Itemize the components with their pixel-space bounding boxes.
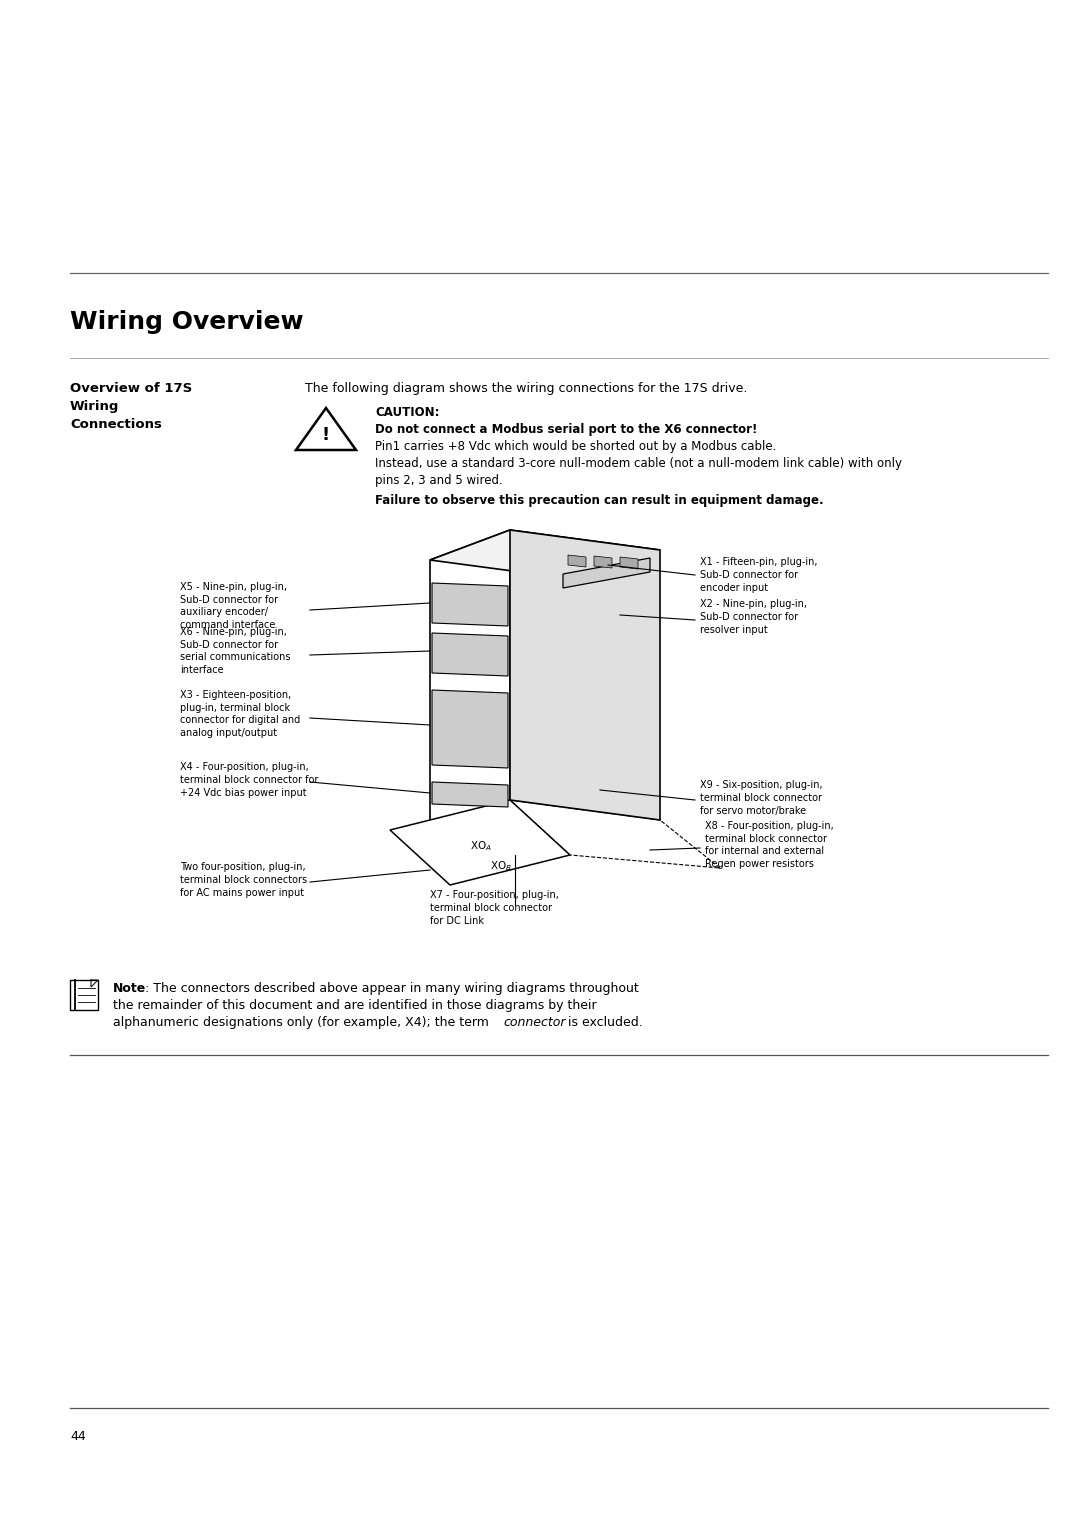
Text: 44: 44 (70, 1430, 85, 1442)
Text: X1 - Fifteen-pin, plug-in,
Sub-D connector for
encoder input: X1 - Fifteen-pin, plug-in, Sub-D connect… (700, 558, 818, 593)
Polygon shape (620, 558, 638, 568)
Text: XO$_B$: XO$_B$ (490, 859, 512, 872)
Text: X5 - Nine-pin, plug-in,
Sub-D connector for
auxiliary encoder/
command interface: X5 - Nine-pin, plug-in, Sub-D connector … (180, 582, 287, 630)
Polygon shape (432, 584, 508, 626)
Text: Wiring Overview: Wiring Overview (70, 310, 303, 335)
Text: XO$_A$: XO$_A$ (470, 839, 491, 853)
Polygon shape (432, 782, 508, 807)
Text: Do not connect a Modbus serial port to the X6 connector!: Do not connect a Modbus serial port to t… (375, 423, 757, 435)
Text: Instead, use a standard 3-core null-modem cable (not a null-modem link cable) wi: Instead, use a standard 3-core null-mode… (375, 457, 902, 471)
Text: Wiring: Wiring (70, 400, 120, 413)
Text: pins 2, 3 and 5 wired.: pins 2, 3 and 5 wired. (375, 474, 503, 487)
Text: X7 - Four-position, plug-in,
terminal block connector
for DC Link: X7 - Four-position, plug-in, terminal bl… (430, 891, 558, 926)
Polygon shape (568, 555, 586, 567)
Text: X2 - Nine-pin, plug-in,
Sub-D connector for
resolver input: X2 - Nine-pin, plug-in, Sub-D connector … (700, 599, 807, 634)
Text: Failure to observe this precaution can result in equipment damage.: Failure to observe this precaution can r… (375, 495, 824, 507)
Text: Overview of 17S: Overview of 17S (70, 382, 192, 396)
Text: X8 - Four-position, plug-in,
terminal block connector
for internal and external
: X8 - Four-position, plug-in, terminal bl… (705, 821, 834, 869)
Polygon shape (432, 633, 508, 675)
Bar (70, 979, 98, 1010)
Polygon shape (430, 530, 510, 830)
Polygon shape (432, 691, 508, 769)
Text: The following diagram shows the wiring connections for the 17S drive.: The following diagram shows the wiring c… (305, 382, 747, 396)
Text: Pin1 carries +8 Vdc which would be shorted out by a Modbus cable.: Pin1 carries +8 Vdc which would be short… (375, 440, 777, 452)
Polygon shape (510, 530, 660, 821)
Text: X9 - Six-position, plug-in,
terminal block connector
for servo motor/brake: X9 - Six-position, plug-in, terminal blo… (700, 781, 823, 816)
Text: connector: connector (503, 1016, 566, 1028)
Text: Two four-position, plug-in,
terminal block connectors
for AC mains power input: Two four-position, plug-in, terminal blo… (180, 862, 307, 898)
Text: CAUTION:: CAUTION: (375, 406, 440, 419)
Text: X3 - Eighteen-position,
plug-in, terminal block
connector for digital and
analog: X3 - Eighteen-position, plug-in, termina… (180, 689, 300, 738)
Text: the remainder of this document and are identified in those diagrams by their: the remainder of this document and are i… (113, 999, 596, 1012)
Polygon shape (563, 558, 650, 588)
Polygon shape (430, 530, 660, 581)
Text: : The connectors described above appear in many wiring diagrams throughout: : The connectors described above appear … (145, 983, 638, 995)
Text: X4 - Four-position, plug-in,
terminal block connector for
+24 Vdc bias power inp: X4 - Four-position, plug-in, terminal bl… (180, 762, 319, 798)
Text: is excluded.: is excluded. (564, 1016, 643, 1028)
Text: Note: Note (113, 983, 146, 995)
Text: !: ! (322, 426, 330, 445)
Text: alphanumeric designations only (for example, X4); the term: alphanumeric designations only (for exam… (113, 1016, 492, 1028)
Polygon shape (390, 801, 570, 885)
Polygon shape (594, 556, 612, 568)
Polygon shape (510, 801, 720, 868)
Text: X6 - Nine-pin, plug-in,
Sub-D connector for
serial communications
interface: X6 - Nine-pin, plug-in, Sub-D connector … (180, 626, 291, 675)
Text: Connections: Connections (70, 419, 162, 431)
